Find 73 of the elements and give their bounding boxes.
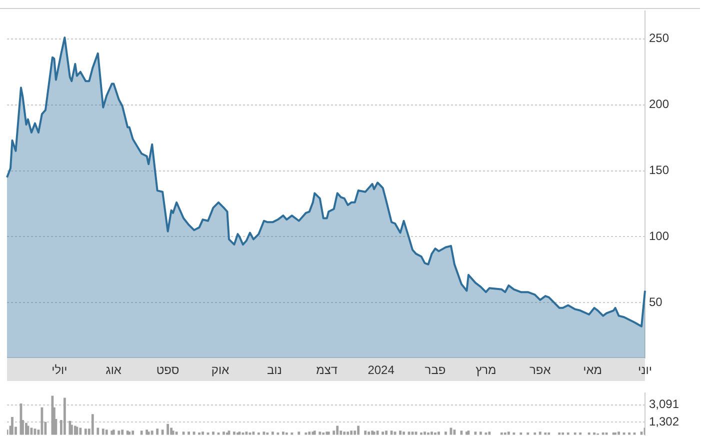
bar bbox=[507, 432, 510, 435]
bar bbox=[438, 432, 440, 435]
bar bbox=[170, 428, 173, 435]
bar bbox=[474, 432, 477, 435]
bar bbox=[430, 432, 433, 435]
x-tick-label: יוני bbox=[638, 363, 652, 377]
bar bbox=[390, 430, 393, 435]
bar bbox=[298, 432, 300, 435]
x-tick-label: אוג bbox=[106, 363, 122, 377]
bar bbox=[175, 432, 178, 435]
x-tick-label: דצמ bbox=[316, 363, 338, 377]
bar bbox=[161, 430, 164, 435]
x-tick-label: אוק bbox=[211, 363, 230, 377]
bar bbox=[618, 432, 620, 435]
bar bbox=[271, 432, 274, 435]
bar bbox=[357, 426, 360, 435]
y-tick-label: 200 bbox=[649, 97, 670, 112]
x-tick-label: יולי bbox=[52, 363, 68, 377]
bar bbox=[150, 430, 154, 435]
bar bbox=[424, 432, 426, 435]
bar bbox=[262, 432, 266, 435]
x-tick-label: אפר bbox=[529, 363, 551, 377]
y-tick-label: 1,302 bbox=[649, 414, 680, 429]
bar bbox=[385, 430, 388, 435]
bar bbox=[308, 432, 311, 435]
x-tick-label: 2024 bbox=[368, 363, 394, 377]
y-tick-label: 50 bbox=[649, 294, 663, 309]
bar bbox=[343, 432, 346, 435]
bar bbox=[172, 430, 174, 435]
bar bbox=[350, 430, 353, 435]
bar bbox=[488, 432, 491, 435]
bar bbox=[84, 428, 87, 435]
bar bbox=[212, 432, 214, 435]
x-tick-label: פבר bbox=[424, 363, 446, 377]
bar bbox=[222, 432, 225, 435]
bar bbox=[364, 430, 367, 435]
x-tick-label: מאי bbox=[583, 363, 602, 377]
x-tick-label: נוב bbox=[266, 363, 282, 377]
bar bbox=[368, 432, 370, 435]
bar bbox=[444, 432, 447, 435]
bar bbox=[79, 428, 82, 435]
bar bbox=[382, 432, 384, 435]
y-tick-label: 100 bbox=[649, 229, 670, 243]
bar bbox=[336, 426, 339, 435]
bar bbox=[156, 428, 159, 435]
bar bbox=[132, 430, 134, 435]
bar bbox=[166, 424, 170, 435]
bar bbox=[140, 430, 143, 435]
bar bbox=[63, 398, 66, 435]
bar bbox=[402, 432, 405, 435]
bar bbox=[538, 432, 542, 435]
x-tick-label: ספט bbox=[156, 363, 180, 377]
x-tick-label: מרץ bbox=[476, 363, 496, 377]
y-tick-label: 150 bbox=[649, 163, 670, 178]
bar bbox=[118, 430, 120, 435]
bar bbox=[479, 432, 482, 435]
bar bbox=[102, 428, 104, 435]
y-tick-label: 3,091 bbox=[649, 397, 680, 412]
bar bbox=[188, 432, 190, 435]
bar bbox=[318, 432, 322, 435]
bar bbox=[105, 430, 108, 435]
bar bbox=[96, 428, 100, 435]
bar bbox=[346, 432, 350, 435]
y-tick-label: 250 bbox=[649, 31, 670, 46]
bar bbox=[91, 414, 94, 435]
bar bbox=[202, 432, 204, 435]
bar bbox=[282, 432, 284, 435]
bar bbox=[121, 430, 124, 435]
bar bbox=[376, 430, 379, 435]
bar bbox=[399, 430, 402, 435]
bar bbox=[11, 417, 14, 435]
bar bbox=[70, 424, 73, 435]
bar bbox=[233, 432, 236, 435]
